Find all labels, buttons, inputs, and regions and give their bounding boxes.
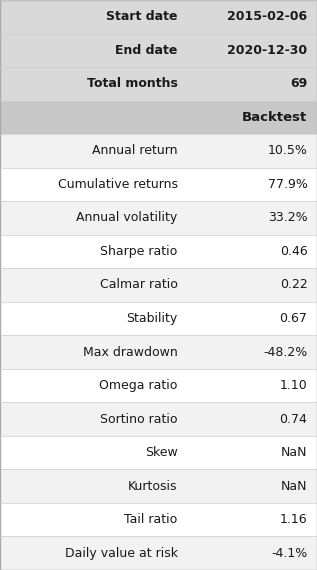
Bar bbox=[0, 470, 317, 503]
Bar bbox=[0, 100, 317, 134]
Text: 2020-12-30: 2020-12-30 bbox=[227, 44, 307, 57]
Text: 77.9%: 77.9% bbox=[268, 178, 307, 191]
Bar bbox=[0, 402, 317, 436]
Text: 2015-02-06: 2015-02-06 bbox=[227, 10, 307, 23]
Text: Kurtosis: Kurtosis bbox=[128, 480, 178, 492]
Text: Sortino ratio: Sortino ratio bbox=[100, 413, 178, 426]
Text: End date: End date bbox=[115, 44, 178, 57]
Text: Daily value at risk: Daily value at risk bbox=[65, 547, 178, 560]
Text: Tail ratio: Tail ratio bbox=[124, 513, 178, 526]
Text: 10.5%: 10.5% bbox=[268, 144, 307, 157]
Bar bbox=[0, 268, 317, 302]
Bar bbox=[0, 436, 317, 470]
Text: 0.46: 0.46 bbox=[280, 245, 307, 258]
Bar bbox=[0, 369, 317, 402]
Text: Annual return: Annual return bbox=[92, 144, 178, 157]
Text: Total months: Total months bbox=[87, 78, 178, 90]
Bar bbox=[0, 335, 317, 369]
Text: Calmar ratio: Calmar ratio bbox=[100, 279, 178, 291]
Bar bbox=[0, 302, 317, 335]
Bar bbox=[0, 67, 317, 100]
Text: Sharpe ratio: Sharpe ratio bbox=[100, 245, 178, 258]
Text: 0.22: 0.22 bbox=[280, 279, 307, 291]
Bar bbox=[0, 0, 317, 34]
Text: Annual volatility: Annual volatility bbox=[76, 211, 178, 225]
Bar bbox=[0, 34, 317, 67]
Bar bbox=[0, 168, 317, 201]
Text: -48.2%: -48.2% bbox=[263, 345, 307, 359]
Text: 1.10: 1.10 bbox=[280, 379, 307, 392]
Text: Start date: Start date bbox=[106, 10, 178, 23]
Bar bbox=[0, 134, 317, 168]
Text: Max drawdown: Max drawdown bbox=[83, 345, 178, 359]
Text: 1.16: 1.16 bbox=[280, 513, 307, 526]
Bar bbox=[0, 536, 317, 570]
Text: NaN: NaN bbox=[281, 446, 307, 459]
Text: Omega ratio: Omega ratio bbox=[99, 379, 178, 392]
Text: 0.67: 0.67 bbox=[280, 312, 307, 325]
Bar bbox=[0, 235, 317, 268]
Text: Backtest: Backtest bbox=[242, 111, 307, 124]
Text: Cumulative returns: Cumulative returns bbox=[57, 178, 178, 191]
Text: 69: 69 bbox=[290, 78, 307, 90]
Text: NaN: NaN bbox=[281, 480, 307, 492]
Text: 0.74: 0.74 bbox=[280, 413, 307, 426]
Bar bbox=[0, 503, 317, 536]
Text: -4.1%: -4.1% bbox=[271, 547, 307, 560]
Text: 33.2%: 33.2% bbox=[268, 211, 307, 225]
Text: Skew: Skew bbox=[145, 446, 178, 459]
Bar bbox=[0, 201, 317, 235]
Text: Stability: Stability bbox=[126, 312, 178, 325]
